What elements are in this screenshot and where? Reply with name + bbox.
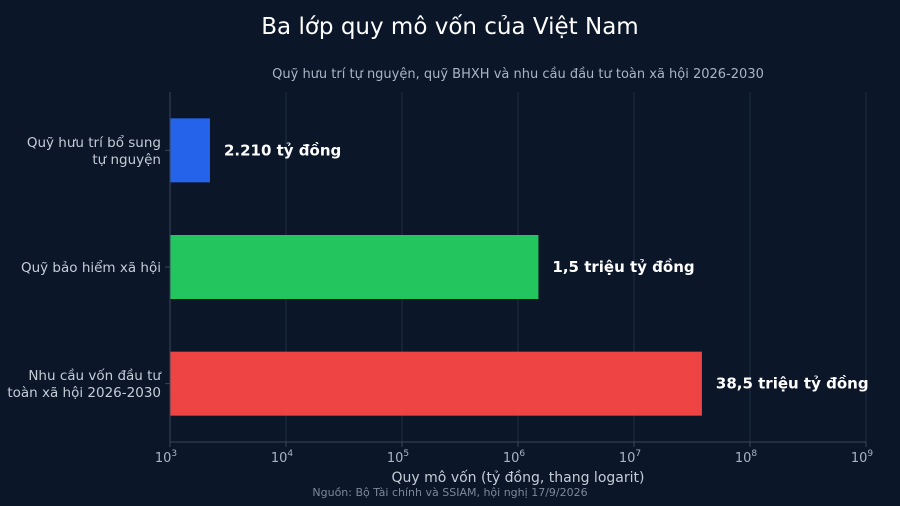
x-tick-label: 106 — [503, 449, 526, 466]
category-label: Quỹ bảo hiểm xã hội — [21, 259, 161, 276]
bar — [170, 118, 210, 183]
x-tick-label: 103 — [155, 449, 177, 466]
category-label: Quỹ hưu trí bổ sung tự nguyện — [27, 134, 161, 168]
category-label: Nhu cầu vốn đầu tư toàn xã hội 2026-2030 — [7, 367, 162, 401]
source-note: Nguồn: Bộ Tài chính và SSIAM, hội nghị 1… — [312, 486, 587, 499]
bar — [170, 235, 539, 299]
bars — [170, 118, 702, 416]
x-tick-label: 107 — [619, 449, 641, 466]
x-tick-label: 104 — [271, 449, 294, 466]
category-labels: 2.210 tỷ đồng Quỹ hưu trí bổ sung tự nguyệ… — [7, 134, 868, 401]
value-label: 1,5 triệu tỷ đồng — [552, 257, 694, 276]
x-axis-ticks: 103 104 105 106 107 108 109 — [155, 92, 874, 466]
x-tick-label: 109 — [851, 449, 874, 466]
x-tick-label: 105 — [387, 449, 409, 466]
x-axis-label: Quy mô vốn (tỷ đồng, thang logarit) — [392, 469, 645, 486]
chart-subtitle: Quỹ hưu trí tự nguyện, quỹ BHXH và nhu c… — [272, 67, 764, 82]
bar — [170, 351, 702, 416]
x-tick-label: 108 — [735, 449, 758, 466]
value-label: 2.210 tỷ đồng — [224, 140, 341, 159]
value-label: 38,5 triệu tỷ đồng — [716, 374, 869, 393]
chart-title: Ba lớp quy mô vốn của Việt Nam — [261, 14, 638, 40]
